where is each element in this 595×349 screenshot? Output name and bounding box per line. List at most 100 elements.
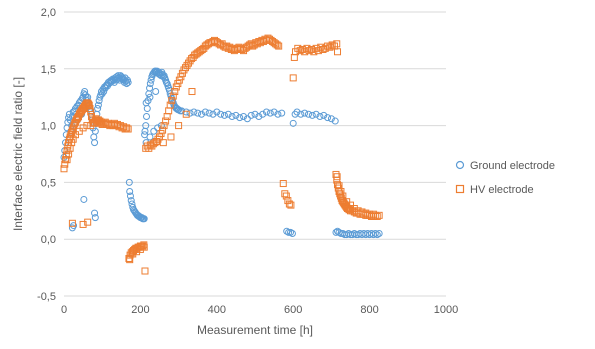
data-point — [125, 178, 133, 186]
data-point — [69, 135, 77, 143]
data-point — [133, 248, 141, 256]
x-tick-label: 400 — [208, 304, 226, 316]
data-point — [305, 47, 313, 55]
data-point — [354, 207, 362, 215]
data-point — [366, 210, 374, 218]
data-point — [294, 44, 302, 52]
legend-marker-hv-electrode — [455, 184, 465, 194]
data-point — [321, 44, 329, 52]
data-point — [301, 109, 309, 117]
data-point — [168, 97, 176, 105]
data-point — [91, 127, 99, 135]
data-point — [186, 109, 194, 117]
data-point — [255, 113, 263, 121]
data-point — [79, 220, 87, 228]
data-point — [159, 139, 167, 147]
data-point — [123, 124, 131, 132]
data-point — [327, 115, 335, 123]
series-hv-electrode — [60, 34, 383, 275]
legend-marker-ground-electrode — [455, 160, 465, 170]
data-point — [279, 180, 287, 188]
data-point — [362, 209, 370, 217]
legend-label-hv-electrode: HV electrode — [470, 184, 534, 196]
data-point — [259, 110, 267, 118]
data-point — [136, 245, 144, 253]
data-point — [91, 139, 99, 147]
data-point — [142, 122, 150, 130]
x-tick-label: 1000 — [434, 304, 458, 316]
data-point — [297, 110, 305, 118]
data-point — [171, 88, 179, 96]
data-point — [358, 208, 366, 216]
data-point — [334, 48, 342, 56]
data-point — [262, 108, 270, 116]
y-tick-label: 2,0 — [41, 7, 56, 19]
data-point — [373, 212, 381, 220]
legend-label-ground-electrode: Ground electrode — [470, 160, 555, 172]
data-point — [220, 111, 228, 119]
data-point — [91, 209, 99, 217]
data-point — [328, 41, 336, 49]
data-point — [100, 83, 108, 91]
data-point — [333, 173, 341, 181]
data-point — [79, 124, 87, 132]
y-tick-label: -0,5 — [37, 291, 56, 303]
data-point — [217, 110, 225, 118]
data-point — [273, 41, 281, 49]
data-point — [312, 110, 320, 118]
data-point — [201, 108, 209, 116]
y-tick-label: 0,5 — [41, 177, 56, 189]
data-point — [91, 214, 99, 222]
data-point — [141, 267, 149, 275]
data-point — [84, 218, 92, 226]
data-point — [304, 110, 312, 118]
legend-item-ground-electrode: Ground electrode — [455, 160, 555, 172]
data-point — [146, 93, 154, 101]
data-point — [146, 84, 154, 92]
data-point — [61, 160, 69, 168]
data-point — [144, 97, 152, 105]
data-point — [228, 113, 236, 121]
data-point — [308, 111, 316, 119]
y-tick-label: 1,0 — [41, 121, 56, 133]
data-point — [127, 197, 135, 205]
data-point — [188, 88, 196, 96]
x-axis-title: Measurement time [h] — [197, 323, 313, 337]
data-point — [142, 99, 150, 107]
data-point — [288, 230, 296, 238]
data-point — [308, 45, 316, 53]
data-point — [152, 88, 160, 96]
data-point — [94, 105, 102, 113]
data-point — [289, 74, 297, 82]
data-point — [350, 205, 358, 213]
data-point — [124, 125, 132, 133]
legend: Ground electrode HV electrode — [455, 160, 555, 196]
data-point — [140, 215, 148, 223]
data-point — [266, 109, 274, 117]
data-point — [140, 243, 148, 251]
data-point — [126, 187, 134, 195]
data-point — [143, 113, 151, 121]
data-point — [68, 219, 76, 227]
data-point — [70, 222, 78, 230]
data-point — [339, 192, 347, 200]
data-point — [162, 78, 170, 86]
data-series — [60, 34, 383, 275]
data-point — [146, 133, 154, 141]
data-point — [167, 133, 175, 141]
data-point — [182, 110, 190, 118]
data-point — [62, 151, 70, 159]
data-point — [159, 126, 167, 134]
tick-labels: -0,5 0,0 0,5 1,0 1,5 2,0 0 200 400 600 800 1000 — [37, 7, 458, 316]
data-point — [282, 192, 290, 200]
data-point — [94, 101, 102, 109]
data-point — [281, 190, 289, 198]
data-point — [316, 113, 324, 121]
y-tick-label: 0,0 — [41, 234, 56, 246]
data-point — [150, 127, 158, 135]
data-point — [87, 108, 95, 116]
data-point — [124, 78, 132, 86]
data-point — [375, 230, 383, 238]
data-point — [312, 44, 320, 52]
